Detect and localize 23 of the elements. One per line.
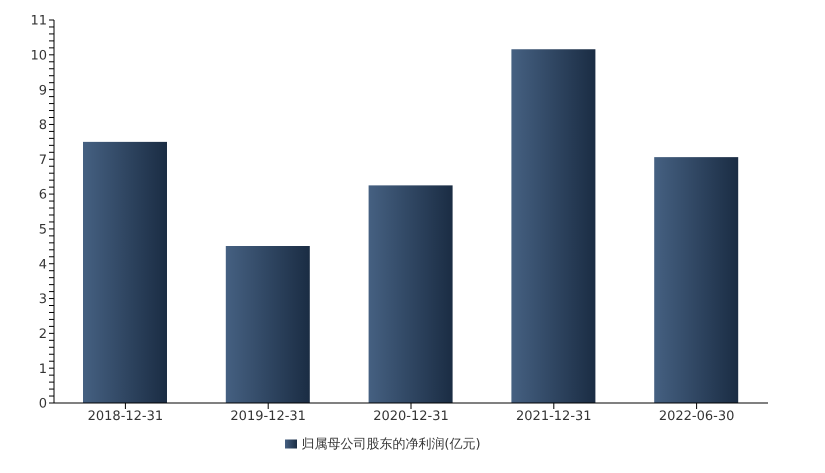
y-tick-label: 2	[38, 326, 47, 342]
x-tick-label: 2020-12-31	[373, 409, 449, 424]
y-tick-label: 10	[30, 48, 47, 64]
x-tick-label: 2022-06-30	[658, 409, 734, 424]
x-tick-label: 2018-12-31	[88, 409, 164, 424]
y-tick-label: 8	[38, 118, 47, 134]
bar	[654, 157, 738, 403]
y-tick-label: 5	[38, 222, 47, 238]
y-tick-label: 4	[38, 257, 47, 272]
y-tick-label: 9	[38, 83, 47, 98]
y-tick-label: 3	[38, 292, 47, 308]
bar	[511, 49, 596, 403]
y-tick-label: 1	[38, 362, 47, 377]
y-tick-label: 11	[30, 14, 47, 29]
legend-label: 归属母公司股东的净利润(亿元)	[301, 437, 481, 452]
y-tick-label: 7	[38, 152, 47, 168]
y-tick-label: 6	[38, 188, 47, 203]
bar	[368, 185, 453, 403]
x-tick-label: 2019-12-31	[230, 409, 306, 424]
bar	[83, 142, 167, 403]
x-tick-label: 2021-12-31	[516, 409, 592, 424]
bar	[226, 246, 310, 403]
y-tick-label: 0	[38, 396, 47, 412]
